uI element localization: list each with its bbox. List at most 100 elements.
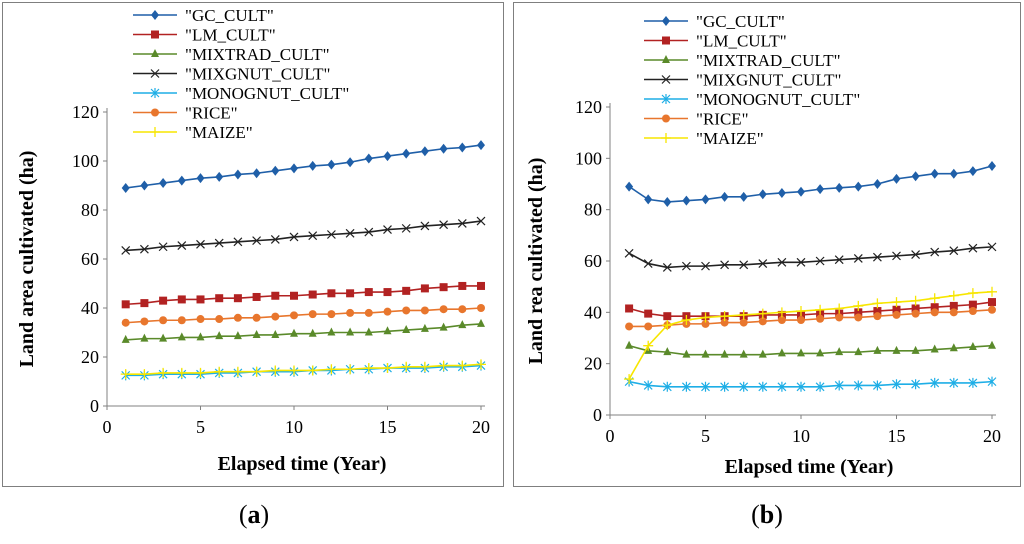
data-point — [949, 168, 958, 179]
data-point — [346, 327, 355, 336]
data-point — [439, 283, 448, 292]
data-point — [930, 344, 939, 353]
data-point — [834, 255, 844, 265]
data-point — [758, 381, 768, 392]
data-point — [364, 327, 373, 336]
data-point — [701, 381, 710, 392]
data-point — [196, 295, 205, 304]
data-point — [140, 333, 149, 342]
data-point — [949, 308, 958, 317]
legend-label: "RICE" — [185, 104, 238, 123]
x-tick-label: 0 — [606, 426, 615, 446]
legend: "GC_CULT""LM_CULT""MIXTRAD_CULT""MIXGNUT… — [133, 6, 349, 142]
data-point — [930, 377, 940, 388]
data-point — [949, 377, 959, 388]
legend-marker — [662, 16, 670, 26]
data-point — [854, 313, 863, 322]
data-point — [289, 232, 299, 242]
data-point — [252, 329, 261, 338]
series-5 — [625, 305, 996, 331]
data-point — [777, 257, 787, 267]
data-point — [797, 316, 805, 325]
data-point — [720, 191, 729, 202]
data-point — [929, 293, 940, 304]
data-point — [948, 290, 959, 301]
data-point — [196, 239, 205, 249]
data-point — [476, 359, 486, 370]
data-point — [777, 187, 786, 198]
data-point — [121, 300, 130, 309]
data-point — [910, 295, 921, 306]
series-line — [125, 220, 482, 252]
legend-item: "MAIZE" — [133, 123, 253, 142]
data-point — [158, 242, 168, 252]
data-point — [854, 347, 863, 356]
legend-marker — [662, 114, 670, 123]
y-tick-label: 20 — [81, 347, 99, 367]
legend-item: "MAIZE" — [644, 129, 764, 148]
data-point — [854, 181, 863, 192]
data-point — [739, 260, 749, 270]
caption-b: (b) — [751, 500, 783, 529]
data-point — [271, 165, 280, 176]
data-point — [815, 256, 825, 266]
y-tick-label: 100 — [72, 151, 99, 171]
data-point — [215, 171, 224, 182]
data-point — [233, 237, 243, 247]
legend-item: "MIXGNUT_CULT" — [644, 71, 841, 90]
data-point — [930, 168, 939, 179]
data-point — [290, 163, 298, 174]
legend-label: "MIXGNUT_CULT" — [696, 71, 841, 90]
data-point — [271, 312, 280, 321]
legend-label: "MAIZE" — [185, 123, 253, 142]
data-point — [968, 300, 977, 309]
data-point — [196, 173, 205, 184]
legend-marker — [661, 75, 671, 84]
data-point — [968, 341, 977, 350]
y-tick-label: 120 — [72, 102, 99, 122]
data-point — [252, 313, 261, 322]
data-point — [757, 308, 768, 319]
legend-marker — [661, 133, 671, 143]
data-point — [815, 304, 826, 315]
data-point — [911, 379, 921, 390]
data-point — [233, 313, 242, 322]
data-point — [346, 308, 355, 317]
series-line — [628, 380, 993, 388]
data-point — [644, 194, 653, 205]
data-point — [835, 347, 844, 356]
data-point — [853, 254, 863, 263]
data-point — [439, 220, 449, 230]
data-point — [364, 308, 373, 317]
x-tick-label: 0 — [103, 417, 112, 437]
legend-label: "MIXTRAD_CULT" — [696, 51, 841, 70]
data-point — [177, 175, 186, 186]
legend-label: "MIXTRAD_CULT" — [185, 45, 330, 64]
data-point — [643, 340, 654, 351]
data-point — [891, 297, 902, 308]
data-point — [663, 196, 672, 207]
data-point — [987, 376, 997, 387]
data-point — [643, 259, 653, 268]
data-point — [120, 369, 131, 380]
series-line — [125, 323, 482, 341]
data-point — [252, 168, 261, 179]
data-point — [326, 230, 336, 239]
data-point — [758, 317, 767, 326]
data-point — [776, 307, 787, 318]
y-tick-label: 120 — [575, 97, 602, 117]
data-point — [892, 345, 901, 354]
y-axis-label: Land rea cultivated (ha) — [525, 158, 547, 365]
series-6 — [624, 286, 997, 385]
data-point — [701, 194, 710, 205]
data-point — [720, 260, 730, 270]
data-point — [420, 306, 429, 315]
series-3 — [624, 242, 997, 272]
data-point — [739, 349, 748, 358]
data-point — [720, 381, 730, 392]
data-point — [439, 143, 448, 154]
data-point — [346, 157, 355, 168]
data-point — [911, 309, 920, 318]
data-point — [968, 307, 977, 316]
series-6 — [120, 359, 486, 380]
